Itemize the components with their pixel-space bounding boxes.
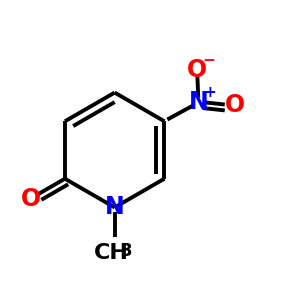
Text: CH: CH: [94, 243, 129, 263]
Text: O: O: [20, 187, 40, 211]
Text: N: N: [188, 90, 208, 114]
Text: −: −: [203, 52, 215, 68]
Text: 3: 3: [121, 242, 132, 260]
Text: +: +: [203, 85, 216, 100]
Text: O: O: [187, 58, 207, 82]
Text: N: N: [105, 195, 124, 219]
Text: O: O: [225, 92, 245, 116]
